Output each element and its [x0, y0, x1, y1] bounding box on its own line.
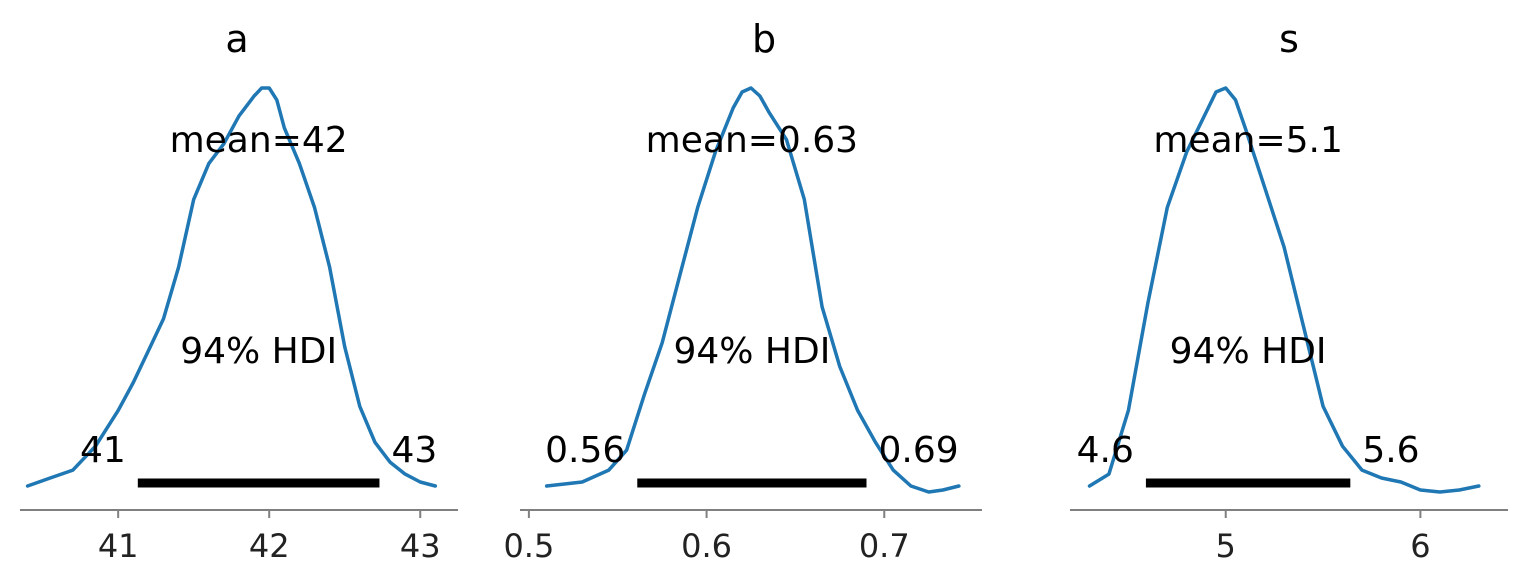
x-tick-label: 6: [1410, 527, 1430, 565]
density-curve: [544, 86, 961, 494]
panel-a: a mean=42 94% HDI 41 43 41 42 43: [20, 17, 458, 565]
mean-label: mean=42: [170, 120, 348, 161]
x-tick-label: 42: [249, 527, 290, 565]
hdi-upper-label: 43: [391, 430, 437, 471]
hdi-lower-label: 4.6: [1077, 430, 1134, 471]
hdi-upper-label: 5.6: [1362, 430, 1419, 471]
hdi-lower-label: 41: [80, 430, 126, 471]
hdi-lower-label: 0.56: [545, 430, 625, 471]
panel-title: b: [752, 17, 776, 61]
x-tick-label: 0.6: [681, 527, 732, 565]
mean-label: mean=0.63: [646, 120, 858, 161]
panel-title: a: [225, 17, 248, 61]
hdi-label: 94% HDI: [1170, 331, 1327, 372]
mean-label: mean=5.1: [1153, 120, 1343, 161]
x-tick-label: 43: [400, 527, 441, 565]
x-tick-label: 0.5: [503, 527, 554, 565]
density-curve: [1087, 86, 1481, 494]
hdi-upper-label: 0.69: [879, 430, 959, 471]
density-curve: [25, 86, 438, 488]
x-tick-label: 0.7: [859, 527, 910, 565]
panel-title: s: [1279, 17, 1299, 61]
hdi-label: 94% HDI: [180, 331, 337, 372]
x-tick-label: 41: [98, 527, 139, 565]
panel-b: b mean=0.63 94% HDI 0.56 0.69 0.5 0.6 0.7: [503, 17, 982, 565]
x-tick-label: 5: [1216, 527, 1236, 565]
hdi-label: 94% HDI: [673, 331, 830, 372]
panel-s: s mean=5.1 94% HDI 4.6 5.6 5 6: [1070, 17, 1508, 565]
